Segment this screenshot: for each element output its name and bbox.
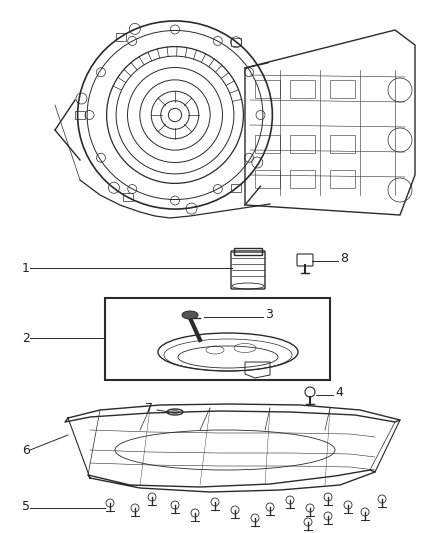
Text: 5: 5 — [22, 499, 30, 513]
Text: 8: 8 — [340, 252, 348, 264]
Text: 4: 4 — [335, 385, 343, 399]
Text: 1: 1 — [22, 262, 30, 274]
Text: 6: 6 — [22, 443, 30, 456]
Bar — [105, 298, 330, 380]
Text: 3: 3 — [265, 308, 273, 320]
Text: 2: 2 — [22, 332, 30, 344]
Text: 7: 7 — [145, 401, 153, 415]
Ellipse shape — [182, 311, 198, 319]
